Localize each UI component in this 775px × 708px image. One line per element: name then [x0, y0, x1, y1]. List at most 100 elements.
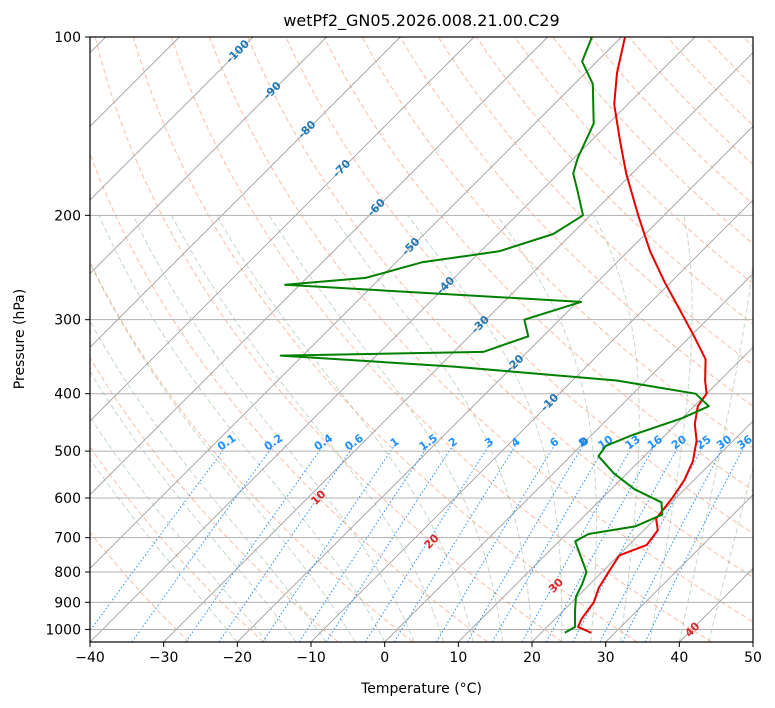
y-tick-label: 800 — [54, 565, 81, 581]
dry-adiabat-line — [743, 37, 753, 48]
dry-adiabat-line — [132, 37, 638, 642]
y-tick-label: 100 — [54, 30, 81, 46]
moist-adiabat-line — [268, 215, 503, 642]
isotherm-line — [90, 37, 622, 569]
isotherm-line — [90, 37, 401, 348]
mixing-ratio-line — [262, 445, 395, 642]
y-tick-label: 1000 — [45, 622, 81, 638]
mixing-ratio-label: 6 — [548, 435, 562, 450]
dry-adiabat-line — [476, 37, 753, 325]
dry-adiabat-line — [209, 37, 753, 623]
dry-adiabat-line — [552, 37, 753, 245]
mixing-ratio-label: 4 — [509, 435, 523, 450]
y-tick-label: 600 — [54, 491, 81, 507]
y-axis-label: Pressure (hPa) — [12, 289, 28, 389]
mixing-ratio-label: 1.5 — [417, 432, 440, 454]
moist-adiabat-line — [593, 215, 640, 642]
mixing-ratio-line — [218, 445, 355, 642]
moist-adiabat-line — [407, 215, 563, 642]
y-tick-label: 200 — [54, 208, 81, 224]
x-tick-label: 40 — [670, 650, 688, 666]
x-tick-label: −40 — [75, 650, 105, 666]
dry-adiabat-line — [171, 37, 712, 642]
dry-adiabat-line — [90, 356, 339, 642]
mixing-ratio-line — [621, 445, 725, 642]
moist-adiabat-line — [216, 215, 474, 642]
isotherm-line — [90, 37, 696, 642]
mixing-ratio-label: 20 — [669, 433, 689, 453]
mixing-ratio-label: 1 — [388, 435, 402, 450]
dry-adiabat-line — [361, 37, 753, 449]
isotherm-line — [679, 567, 753, 642]
dry-adiabat-line — [90, 531, 190, 642]
x-tick-label: 0 — [380, 650, 389, 666]
dewpoint-profile-line — [279, 37, 710, 634]
isotherm-line — [90, 37, 327, 275]
mixing-ratio-line — [90, 445, 227, 632]
mixing-ratio-line — [467, 445, 584, 642]
isotherm-label: -80 — [295, 118, 318, 141]
mixing-ratio-line — [644, 445, 746, 642]
isotherm-line — [605, 494, 753, 642]
x-tick-label: 10 — [449, 650, 467, 666]
isotherm-line — [90, 37, 475, 422]
moist-adiabat-line — [98, 215, 386, 642]
moist-adiabat-line — [90, 416, 268, 642]
moist-adiabat-line — [496, 215, 597, 642]
x-tick-label: 50 — [744, 650, 762, 666]
x-tick-label: −30 — [149, 650, 179, 666]
mixing-ratio-line — [364, 445, 490, 642]
x-tick-label: −10 — [296, 650, 326, 666]
dry-adiabat-line — [247, 37, 753, 578]
moist-adiabat-line — [90, 458, 238, 642]
moist-adiabat-line — [708, 466, 753, 642]
mixing-ratio-line — [185, 445, 324, 642]
plot-area: -100-90-80-70-60-50-40-30-20-10010203040… — [90, 37, 755, 642]
dry-adiabat-line — [323, 37, 753, 491]
mixing-ratio-line — [435, 445, 555, 642]
mixing-ratio-label: 16 — [645, 433, 665, 453]
isotherm-label: -30 — [469, 313, 492, 336]
isotherm-label: -70 — [330, 157, 353, 180]
dry-adiabat-line — [94, 37, 563, 642]
moist-adiabat-line — [90, 370, 297, 642]
y-tick-label: 300 — [54, 313, 81, 329]
mixing-ratio-label: 0.6 — [342, 431, 366, 453]
dry-adiabat-label: 20 — [422, 531, 442, 551]
y-tick-label: 900 — [54, 595, 81, 611]
temperature-profile-line — [577, 37, 708, 634]
isotherm-line — [90, 37, 254, 201]
chart-title: wetPf2_GN05.2026.008.21.00.C29 — [283, 11, 559, 31]
isotherm-line — [458, 346, 753, 642]
moist-adiabat-line — [678, 259, 753, 642]
y-tick-label: 700 — [54, 531, 81, 547]
isotherm-line — [237, 125, 753, 642]
mixing-ratio-label: 30 — [714, 433, 734, 453]
dry-adiabat-line — [399, 37, 753, 407]
mixing-ratio-label: 2 — [446, 435, 460, 450]
moist-adiabat-line — [331, 215, 533, 642]
dry-adiabat-line — [704, 37, 753, 87]
x-tick-label: 20 — [523, 650, 541, 666]
dry-adiabat-line — [590, 37, 753, 205]
isotherm-label: -90 — [261, 79, 284, 102]
dry-adiabat-line — [90, 260, 414, 642]
moist-adiabat-line — [649, 215, 693, 642]
y-tick-label: 400 — [54, 387, 81, 403]
isotherm-label: -100 — [223, 37, 252, 66]
mixing-ratio-line — [131, 445, 274, 642]
mixing-ratio-line — [393, 445, 516, 642]
mixing-ratio-label: 36 — [735, 433, 755, 453]
mixing-ratio-line — [491, 445, 606, 642]
isotherm-label: -50 — [399, 235, 422, 258]
mixing-ratio-label: 0.4 — [312, 431, 336, 453]
moist-adiabat-line — [90, 319, 327, 642]
isotherm-line — [163, 52, 753, 642]
mixing-ratio-line — [521, 445, 633, 642]
isotherm-line — [531, 420, 753, 642]
isotherm-label: -10 — [538, 391, 561, 414]
axes: −40 −30 −20 −10 0 10 20 30 40 5010020030040050060… — [45, 30, 762, 666]
x-axis-label: Temperature (°C) — [360, 681, 482, 697]
x-tick-label: −20 — [223, 650, 253, 666]
